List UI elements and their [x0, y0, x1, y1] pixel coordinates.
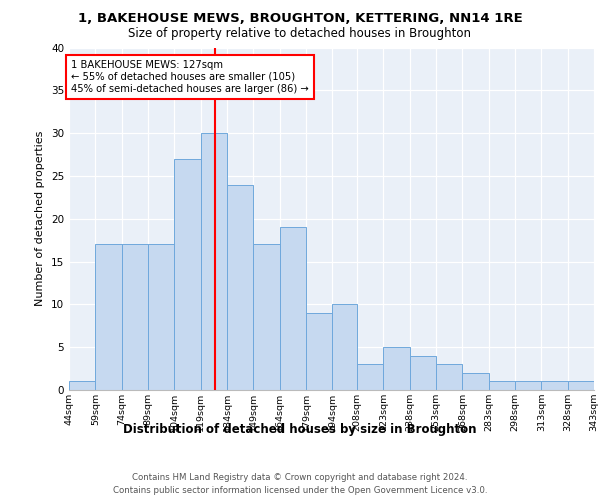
Bar [69, 382, 95, 390]
Text: 1, BAKEHOUSE MEWS, BROUGHTON, KETTERING, NN14 1RE: 1, BAKEHOUSE MEWS, BROUGHTON, KETTERING,… [77, 12, 523, 26]
Bar [541, 382, 568, 390]
Bar [332, 304, 357, 390]
Text: Size of property relative to detached houses in Broughton: Size of property relative to detached ho… [128, 28, 472, 40]
Bar [357, 364, 383, 390]
Bar [200, 133, 227, 390]
Text: Contains public sector information licensed under the Open Government Licence v3: Contains public sector information licen… [113, 486, 487, 495]
Text: 1 BAKEHOUSE MEWS: 127sqm
← 55% of detached houses are smaller (105)
45% of semi-: 1 BAKEHOUSE MEWS: 127sqm ← 55% of detach… [71, 60, 308, 94]
Bar [306, 313, 332, 390]
Bar [148, 244, 175, 390]
Bar [463, 373, 488, 390]
Bar [568, 382, 594, 390]
Bar [436, 364, 463, 390]
Bar [410, 356, 436, 390]
Bar [227, 184, 253, 390]
Bar [280, 228, 306, 390]
Bar [122, 244, 148, 390]
Bar [253, 244, 280, 390]
Bar [95, 244, 122, 390]
Text: Distribution of detached houses by size in Broughton: Distribution of detached houses by size … [123, 422, 477, 436]
Bar [515, 382, 541, 390]
Bar [488, 382, 515, 390]
Bar [383, 347, 410, 390]
Text: Contains HM Land Registry data © Crown copyright and database right 2024.: Contains HM Land Registry data © Crown c… [132, 472, 468, 482]
Bar [175, 159, 200, 390]
Y-axis label: Number of detached properties: Number of detached properties [35, 131, 46, 306]
